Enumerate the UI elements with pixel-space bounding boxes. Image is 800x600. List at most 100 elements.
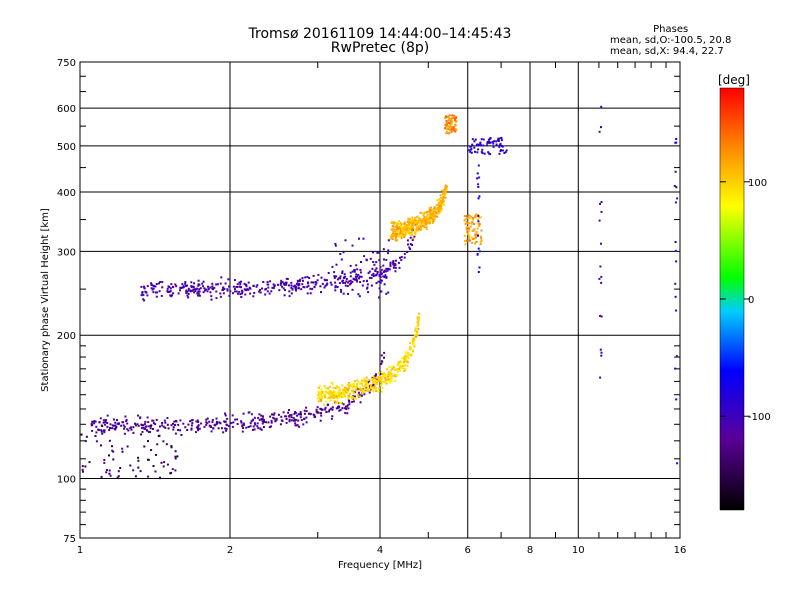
data-point: [343, 392, 346, 395]
data-point: [399, 365, 401, 368]
data-point: [386, 368, 389, 371]
x-tick-label: 8: [527, 545, 533, 556]
data-point: [438, 211, 441, 214]
y-tick-label: 750: [57, 58, 76, 69]
data-point: [487, 138, 490, 141]
data-point: [599, 265, 602, 268]
y-tick-label: 100: [57, 475, 76, 486]
data-point: [328, 396, 331, 399]
data-point: [386, 269, 389, 272]
data-point: [326, 397, 329, 400]
data-point: [387, 370, 390, 373]
data-point: [480, 239, 483, 242]
data-point: [405, 356, 408, 359]
data-point: [174, 457, 177, 460]
data-point: [316, 394, 319, 397]
data-point: [372, 375, 375, 378]
data-point: [385, 258, 388, 261]
data-point: [266, 290, 269, 293]
data-point: [329, 281, 332, 284]
data-point: [348, 400, 351, 403]
data-point: [336, 386, 339, 389]
data-point: [446, 131, 449, 134]
data-point: [299, 416, 302, 419]
data-point: [389, 261, 392, 264]
data-point: [109, 474, 112, 477]
data-point: [473, 146, 476, 149]
data-point: [196, 419, 199, 422]
data-point: [163, 461, 166, 464]
data-point: [272, 416, 275, 419]
data-point: [328, 385, 331, 388]
data-point: [396, 224, 398, 227]
data-point: [140, 433, 143, 436]
data-point: [349, 275, 352, 278]
data-point: [266, 281, 269, 283]
data-point: [403, 367, 406, 370]
data-point: [184, 281, 187, 284]
data-point: [321, 390, 324, 393]
data-point: [257, 427, 260, 430]
data-point: [219, 295, 222, 298]
data-point: [256, 422, 259, 425]
data-point: [287, 411, 290, 414]
data-point: [478, 266, 481, 269]
data-point: [368, 270, 371, 273]
data-point: [147, 475, 150, 478]
data-point: [478, 195, 481, 198]
data-point: [445, 119, 448, 122]
data-point: [354, 278, 357, 281]
data-point: [333, 400, 336, 403]
data-point: [450, 117, 453, 120]
data-point: [228, 285, 230, 288]
data-point: [300, 288, 303, 291]
data-point: [429, 217, 432, 220]
data-point: [399, 222, 402, 225]
data-point: [394, 225, 397, 228]
data-point: [203, 289, 206, 292]
data-point: [468, 234, 471, 237]
data-point: [399, 370, 402, 372]
data-point: [420, 222, 423, 225]
data-point: [477, 271, 480, 273]
data-point: [158, 290, 161, 293]
data-point: [340, 394, 343, 397]
data-point: [198, 290, 201, 293]
data-point: [388, 365, 391, 368]
data-point: [415, 230, 418, 233]
data-point: [161, 424, 164, 427]
data-point: [419, 218, 422, 221]
data-point: [405, 225, 408, 228]
data-point: [479, 243, 482, 246]
data-point: [215, 297, 218, 300]
data-point: [477, 220, 480, 223]
data-point: [501, 149, 504, 152]
data-point: [419, 224, 422, 227]
data-point: [600, 275, 603, 278]
data-point: [600, 126, 602, 129]
data-point: [379, 378, 382, 381]
data-point: [240, 421, 243, 424]
data-point: [119, 467, 122, 469]
data-point: [440, 207, 443, 210]
data-point: [454, 117, 457, 119]
data-point: [392, 221, 395, 224]
data-point: [422, 212, 424, 215]
data-point: [599, 376, 602, 379]
data-point: [479, 142, 482, 144]
data-point: [673, 185, 676, 187]
data-point: [320, 276, 323, 279]
data-point: [90, 422, 93, 425]
y-tick-label: 500: [57, 142, 76, 153]
data-point: [399, 230, 402, 233]
data-point: [466, 222, 469, 225]
data-point: [471, 241, 473, 244]
x-tick-label: 1: [77, 545, 83, 556]
data-point: [474, 150, 476, 153]
data-point: [399, 229, 402, 232]
data-point: [354, 386, 357, 389]
data-point: [392, 374, 395, 377]
data-point: [254, 423, 257, 426]
data-point: [452, 128, 455, 131]
data-point: [194, 288, 197, 291]
